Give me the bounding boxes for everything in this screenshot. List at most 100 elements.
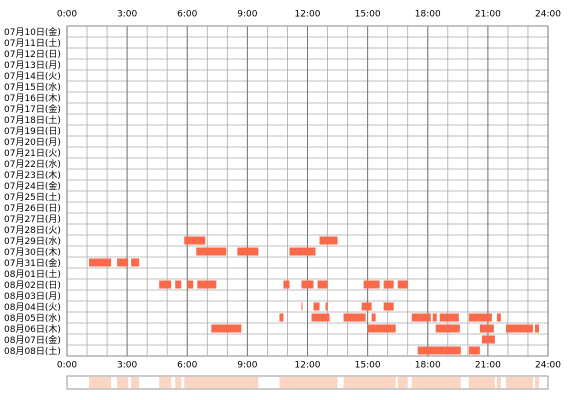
activity-bar — [435, 324, 460, 333]
summary-segment — [279, 377, 284, 388]
activity-bar — [117, 258, 129, 267]
activity-bar — [301, 280, 314, 289]
activity-bar — [289, 247, 316, 256]
activity-bar — [319, 236, 338, 245]
summary-segment — [311, 377, 330, 388]
summary-segment — [197, 377, 217, 388]
summary-segment — [159, 377, 172, 388]
activity-bar — [184, 236, 206, 245]
row-label: 07月28日(火) — [4, 225, 61, 236]
row-label: 08月08日(土) — [4, 345, 61, 357]
activity-bar — [279, 313, 284, 322]
row-label: 07月24日(金) — [4, 180, 61, 192]
activity-bar — [468, 313, 492, 322]
activity-bar — [397, 280, 408, 289]
x-tick-label-bottom: 9:00 — [237, 361, 257, 371]
row-label: 07月10日(金) — [4, 26, 61, 38]
activity-bar — [371, 313, 376, 322]
activity-bar — [301, 302, 303, 311]
x-tick-label-bottom: 12:00 — [295, 361, 321, 371]
x-tick-label-top: 12:00 — [295, 10, 321, 20]
activity-bar — [363, 280, 380, 289]
activity-bar — [211, 324, 242, 333]
row-label: 07月26日(日) — [4, 203, 61, 214]
row-label: 07月14日(火) — [4, 71, 61, 82]
x-tick-label-bottom: 21:00 — [475, 361, 501, 371]
activity-bar — [468, 346, 480, 355]
x-tick-label-bottom: 24:00 — [535, 361, 561, 371]
row-label: 07月29日(水) — [4, 235, 61, 247]
summary-segment — [343, 377, 366, 388]
row-label: 08月03日(月) — [4, 291, 61, 302]
row-label: 07月13日(月) — [4, 60, 61, 71]
summary-segment — [184, 377, 206, 388]
activity-bar — [432, 313, 437, 322]
activity-bar — [496, 313, 501, 322]
row-label: 07月17日(金) — [4, 103, 61, 115]
activity-bar — [343, 313, 366, 322]
activity-bar — [237, 247, 259, 256]
x-tick-label-top: 3:00 — [117, 10, 137, 20]
x-tick-label-bottom: 0:00 — [57, 361, 77, 371]
x-tick-label-bottom: 15:00 — [355, 361, 381, 371]
row-label: 07月19日(日) — [4, 126, 61, 137]
row-label: 07月21日(火) — [4, 148, 61, 159]
activity-bar — [311, 313, 330, 322]
row-label: 07月31日(金) — [4, 257, 61, 269]
activity-bar — [479, 324, 494, 333]
summary-segment — [237, 377, 259, 388]
activity-bar — [196, 247, 227, 256]
activity-bar — [313, 302, 320, 311]
activity-bar — [481, 335, 495, 344]
summary-segment — [534, 377, 539, 388]
summary-segment — [89, 377, 112, 388]
x-tick-label-top: 15:00 — [355, 10, 381, 20]
activity-bar — [159, 280, 172, 289]
activity-bar — [505, 324, 533, 333]
summary-segment — [367, 377, 396, 388]
row-label: 07月11日(土) — [4, 37, 61, 49]
activity-bar — [175, 280, 182, 289]
activity-bar — [411, 313, 431, 322]
row-label: 07月22日(水) — [4, 158, 61, 170]
summary-segment — [397, 377, 408, 388]
activity-bar — [383, 280, 394, 289]
summary-segment — [505, 377, 533, 388]
summary-segment — [496, 377, 501, 388]
activity-bar — [383, 302, 394, 311]
summary-segment — [468, 377, 480, 388]
activity-bar — [361, 302, 372, 311]
row-label: 07月15日(水) — [4, 81, 61, 93]
summary-segment — [417, 377, 461, 388]
row-label: 08月06日(木) — [4, 323, 61, 335]
row-label: 07月20日(月) — [4, 137, 61, 148]
summary-segment — [361, 377, 372, 388]
row-label: 08月01日(土) — [4, 268, 61, 280]
x-tick-label-bottom: 18:00 — [415, 361, 441, 371]
x-tick-label-top: 24:00 — [535, 10, 561, 20]
x-tick-label-top: 21:00 — [475, 10, 501, 20]
x-tick-label-top: 18:00 — [415, 10, 441, 20]
activity-bar — [187, 280, 194, 289]
summary-segment — [301, 377, 314, 388]
row-label: 07月30日(木) — [4, 246, 61, 258]
activity-bar — [283, 280, 290, 289]
row-label: 07月23日(木) — [4, 169, 61, 181]
x-tick-label-bottom: 6:00 — [177, 361, 197, 371]
summary-segment — [175, 377, 182, 388]
activity-bar — [534, 324, 539, 333]
summary-segment — [481, 377, 495, 388]
activity-bar — [325, 302, 328, 311]
row-label: 07月16日(木) — [4, 92, 61, 104]
activity-bar — [317, 280, 328, 289]
summary-segment — [301, 377, 303, 388]
row-label: 07月12日(日) — [4, 49, 61, 60]
x-tick-label-top: 0:00 — [57, 10, 77, 20]
activity-bar — [131, 258, 140, 267]
x-tick-label-bottom: 3:00 — [117, 361, 137, 371]
row-label: 08月02日(日) — [4, 280, 61, 291]
summary-segment — [211, 377, 242, 388]
activity-bar — [89, 258, 112, 267]
summary-segment — [283, 377, 290, 388]
